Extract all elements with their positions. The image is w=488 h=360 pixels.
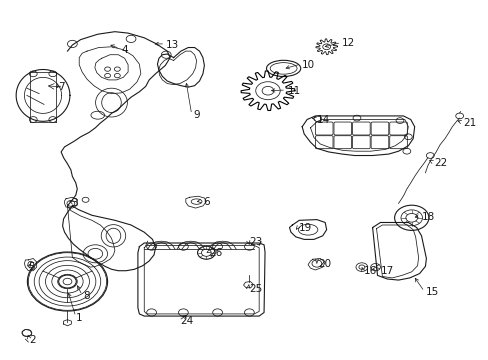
Text: 23: 23 bbox=[249, 237, 262, 247]
Text: 15: 15 bbox=[425, 287, 438, 297]
Text: 14: 14 bbox=[316, 114, 329, 125]
Text: 12: 12 bbox=[342, 38, 355, 48]
Text: 17: 17 bbox=[380, 266, 393, 276]
Text: 6: 6 bbox=[203, 197, 209, 207]
Text: 16: 16 bbox=[364, 266, 377, 276]
Text: 11: 11 bbox=[287, 86, 300, 96]
Text: 24: 24 bbox=[180, 316, 193, 326]
Text: 8: 8 bbox=[83, 291, 90, 301]
Text: 1: 1 bbox=[76, 312, 82, 323]
Text: 19: 19 bbox=[299, 222, 312, 233]
Text: 5: 5 bbox=[28, 262, 35, 272]
Text: 13: 13 bbox=[166, 40, 179, 50]
Text: 3: 3 bbox=[71, 198, 78, 208]
Text: 20: 20 bbox=[317, 258, 330, 269]
Text: 2: 2 bbox=[29, 335, 36, 345]
Text: 4: 4 bbox=[121, 45, 128, 55]
Text: 21: 21 bbox=[463, 118, 476, 128]
Text: 7: 7 bbox=[58, 82, 64, 92]
Text: 26: 26 bbox=[209, 248, 222, 258]
Text: 25: 25 bbox=[249, 284, 262, 294]
Text: 9: 9 bbox=[193, 110, 200, 120]
Text: 10: 10 bbox=[302, 60, 315, 70]
Text: 22: 22 bbox=[433, 158, 447, 168]
Text: 18: 18 bbox=[421, 212, 434, 222]
